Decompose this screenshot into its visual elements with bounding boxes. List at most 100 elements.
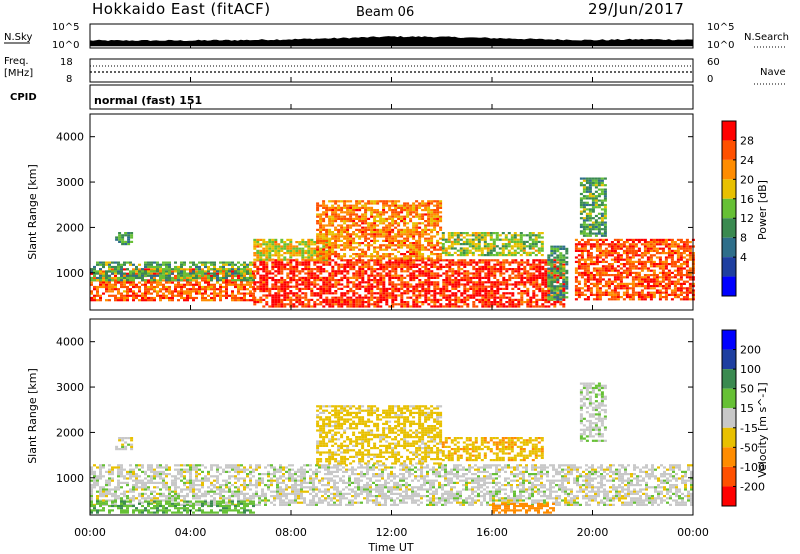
power-cell-1-84 [129, 274, 132, 277]
power-cell-3-1302 [496, 263, 500, 266]
power-cell-4-151 [310, 243, 314, 246]
power-cell-3-103 [274, 270, 278, 273]
power-cell-3-1362 [508, 263, 512, 266]
power-cell-3-654 [376, 285, 380, 288]
power-cell-0-193 [144, 283, 147, 286]
power-cell-9-350 [625, 282, 629, 285]
power-cell-5-596 [409, 204, 413, 207]
power-cell-6-209 [519, 232, 523, 235]
power-cell-3-1309 [496, 287, 500, 290]
power-cell-3-927 [427, 276, 431, 279]
power-cell-7-82 [559, 265, 563, 268]
power-cell-9-231 [607, 291, 611, 294]
power-cell-7-83 [559, 267, 563, 270]
power-cell-9-563 [658, 241, 662, 244]
power-cell-3-464 [340, 298, 344, 301]
power-cell-6-147 [492, 249, 496, 252]
power-cell-4-82 [280, 258, 284, 261]
power-cell-1-146 [159, 276, 162, 280]
power-cell-1-266 [219, 261, 222, 264]
power-cell-5-609 [409, 246, 413, 249]
power-cell-5-505 [394, 206, 398, 209]
power-cell-0-125 [126, 272, 129, 275]
power-cell-3-759 [394, 294, 398, 297]
power-cell-0-77 [111, 288, 114, 291]
power-cell-9-310 [619, 276, 623, 279]
power-cell-5-458 [385, 253, 389, 256]
power-cell-5-462 [388, 206, 392, 209]
power-cell-1-283 [225, 272, 228, 275]
power-cell-3-588 [364, 285, 368, 288]
power-cell-4-31 [262, 254, 266, 257]
power-cell-5-141 [334, 255, 338, 258]
power-cell-0-387 [198, 283, 201, 286]
power-cell-9-237 [610, 247, 614, 250]
power-cell-5-74 [325, 246, 329, 249]
power-cell-5-405 [379, 211, 383, 214]
power-cell-3-615 [370, 265, 374, 268]
power-cell-4-88 [283, 256, 287, 259]
power-cell-3-1461 [526, 305, 530, 308]
power-cell-5-555 [400, 253, 404, 256]
power-cell-0-349 [186, 294, 189, 297]
power-cell-3-610 [367, 298, 371, 301]
power-cell-9-750 [685, 247, 689, 250]
power-cell-3-675 [379, 292, 383, 295]
power-cell-3-1212 [481, 268, 485, 271]
power-cell-5-699 [424, 206, 428, 209]
power-cell-3-300 [310, 268, 314, 271]
power-cell-3-1372 [508, 303, 512, 306]
power-cell-0-144 [129, 290, 132, 293]
power-cell-0-527 [237, 288, 240, 291]
power-cell-0-505 [231, 283, 234, 286]
power-cell-3-1628 [556, 301, 560, 304]
power-cell-9-685 [676, 243, 680, 246]
power-cell-5-406 [379, 213, 383, 216]
power-cell-8-109 [594, 201, 598, 204]
power-cell-1-116 [147, 261, 150, 264]
power-cell-3-61 [265, 272, 269, 275]
power-cell-3-467 [340, 305, 344, 308]
power-cell-5-261 [355, 213, 359, 216]
power-cell-6-166 [501, 249, 505, 252]
power-cell-8-13 [579, 225, 583, 229]
power-cell-9-194 [601, 285, 605, 288]
power-cell-3-1477 [532, 261, 536, 264]
power-cell-3-731 [391, 270, 395, 273]
power-cell-3-892 [421, 265, 425, 268]
power-cell-0-76 [111, 285, 114, 289]
power-cell-3-600 [367, 274, 371, 277]
power-cell-5-722 [427, 220, 431, 223]
power-cell-3-906 [424, 265, 428, 268]
power-cell-9-626 [667, 238, 671, 241]
power-cell-9-153 [595, 291, 599, 294]
power-cell-9-713 [679, 258, 683, 261]
power-cell-9-260 [613, 256, 617, 259]
power-cell-9-266 [613, 276, 617, 279]
power-cell-0-496 [228, 281, 231, 284]
power-cell-5-465 [388, 217, 392, 220]
power-cell-7-30 [550, 278, 554, 281]
power-cell-8-156 [600, 232, 604, 235]
power-cell-3-1356 [505, 287, 509, 290]
power-cell-1-258 [213, 268, 216, 271]
power-cell-5-428 [382, 220, 386, 223]
power-cell-3-1487 [532, 285, 536, 288]
power-cell-3-552 [358, 272, 362, 275]
power-cell-0-165 [135, 294, 138, 297]
power-cell-9-540 [652, 285, 656, 288]
power-cell-6-88 [474, 232, 478, 235]
power-cell-5-734 [430, 200, 434, 203]
power-cell-9-375 [628, 296, 632, 299]
power-cell-5-384 [373, 250, 377, 253]
power-cell-3-400 [328, 287, 332, 290]
power-cell-3-499 [349, 259, 353, 262]
power-cell-3-1118 [463, 274, 467, 277]
power-cell-3-717 [388, 274, 392, 277]
power-cell-5-60 [325, 204, 329, 207]
power-cell-3-1512 [538, 261, 542, 264]
power-cell-5-236 [349, 248, 353, 251]
power-cell-3-15 [256, 265, 260, 268]
power-cell-3-851 [412, 290, 416, 293]
power-cell-1-50 [114, 265, 117, 269]
